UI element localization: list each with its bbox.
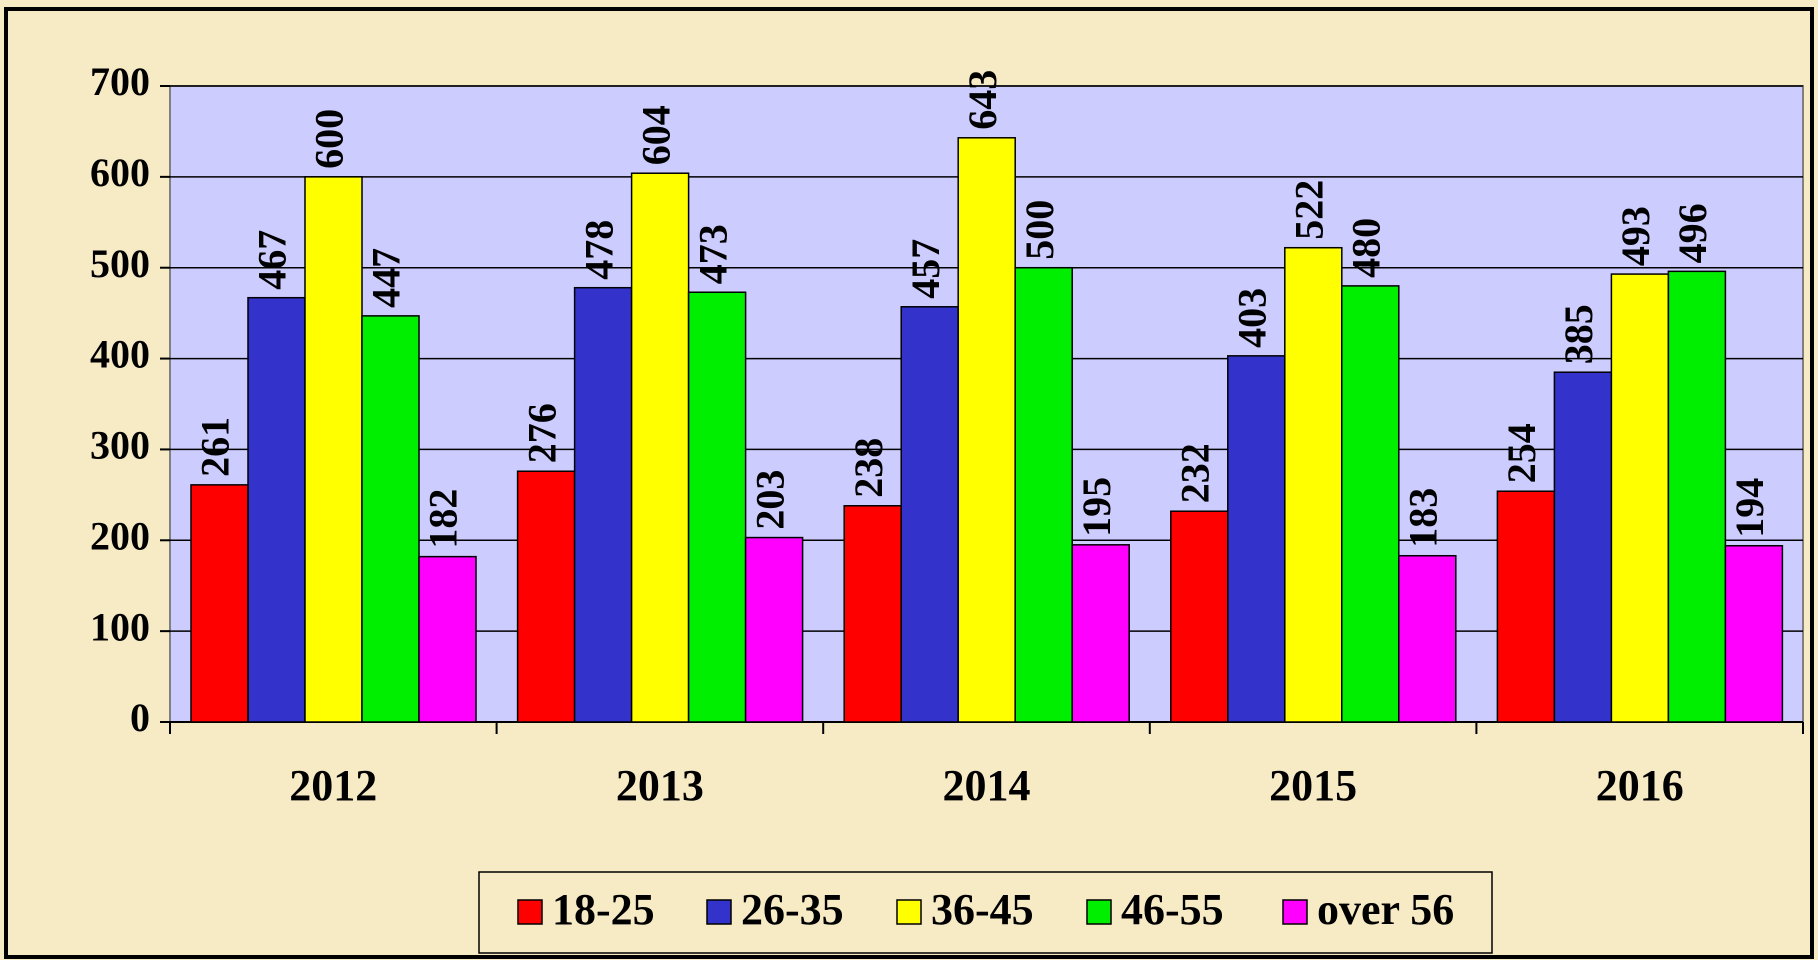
bar xyxy=(687,291,747,723)
x-tick-label: 2012 xyxy=(289,761,377,810)
bar xyxy=(900,306,959,723)
bar xyxy=(418,555,477,723)
data-label: 473 xyxy=(690,224,735,284)
bar xyxy=(361,315,420,723)
bar xyxy=(1667,270,1727,723)
y-tick-label: 0 xyxy=(130,695,150,740)
x-tick-label: 2014 xyxy=(943,761,1031,810)
data-label: 183 xyxy=(1400,488,1445,548)
bar xyxy=(843,505,902,723)
data-label: 403 xyxy=(1229,288,1274,348)
bar xyxy=(957,137,1016,723)
bar xyxy=(1227,355,1286,723)
data-label: 604 xyxy=(633,105,678,165)
data-label: 500 xyxy=(1017,200,1062,260)
data-label: 182 xyxy=(421,489,466,549)
data-label: 480 xyxy=(1343,218,1388,278)
bar xyxy=(1610,273,1670,723)
legend-swatch xyxy=(1086,899,1112,925)
bar xyxy=(1341,285,1400,723)
data-label: 238 xyxy=(846,438,891,498)
bar xyxy=(516,470,576,723)
x-tick-label: 2015 xyxy=(1269,761,1357,810)
bar xyxy=(304,176,363,723)
y-tick-label: 600 xyxy=(90,150,150,195)
data-label: 194 xyxy=(1727,478,1772,538)
legend-label: 46-55 xyxy=(1121,885,1224,934)
data-label: 254 xyxy=(1499,423,1544,483)
x-tick-label: 2013 xyxy=(616,761,704,810)
legend-swatch xyxy=(896,899,922,925)
data-label: 457 xyxy=(903,239,948,299)
bar xyxy=(744,536,804,723)
y-tick-label: 500 xyxy=(90,241,150,286)
bar xyxy=(1496,490,1556,723)
y-tick-label: 300 xyxy=(90,423,150,468)
data-label: 478 xyxy=(576,220,621,280)
bar xyxy=(247,296,306,723)
data-label: 467 xyxy=(250,230,295,290)
data-label: 276 xyxy=(519,403,564,463)
bar xyxy=(1398,554,1457,723)
y-tick-label: 200 xyxy=(90,513,150,558)
legend-label: 26-35 xyxy=(741,885,844,934)
data-label: 447 xyxy=(364,248,409,308)
bar xyxy=(1170,510,1229,723)
data-label: 232 xyxy=(1172,443,1217,503)
legend-label: over 56 xyxy=(1317,885,1454,934)
y-tick-label: 700 xyxy=(90,59,150,104)
legend-label: 18-25 xyxy=(552,885,655,934)
bar xyxy=(1724,544,1784,723)
bar xyxy=(1553,371,1613,723)
data-label: 195 xyxy=(1074,477,1119,537)
bar xyxy=(573,286,633,723)
bar xyxy=(1284,246,1343,723)
y-tick-label: 400 xyxy=(90,332,150,377)
data-label: 496 xyxy=(1670,203,1715,263)
legend-swatch xyxy=(706,899,732,925)
x-tick-label: 2016 xyxy=(1596,761,1684,810)
data-label: 385 xyxy=(1556,304,1601,364)
data-label: 261 xyxy=(193,417,238,477)
bar xyxy=(630,172,690,723)
legend-swatch xyxy=(517,899,543,925)
legend-label: 36-45 xyxy=(931,885,1034,934)
data-label: 600 xyxy=(307,109,352,169)
data-label: 493 xyxy=(1613,206,1658,266)
bar xyxy=(190,484,249,723)
data-label: 203 xyxy=(747,470,792,530)
data-label: 643 xyxy=(960,70,1005,130)
data-label: 522 xyxy=(1286,180,1331,240)
y-tick-label: 100 xyxy=(90,604,150,649)
legend-swatch xyxy=(1282,899,1308,925)
bar xyxy=(1014,266,1073,723)
bar xyxy=(1071,544,1130,723)
legend-box xyxy=(478,871,1493,954)
